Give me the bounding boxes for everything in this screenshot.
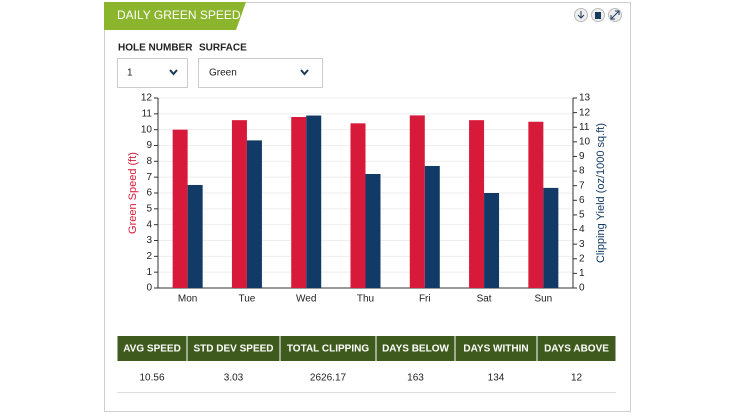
bar [424, 165, 440, 288]
y-tick-label: 8 [146, 156, 152, 167]
dropdown-value: 1 [127, 68, 133, 79]
table-header-cell [187, 336, 280, 361]
table-header-cell [117, 336, 187, 361]
y-tick-label: 0 [146, 283, 152, 294]
table-header: STD DEV SPEED [193, 344, 273, 355]
surface-dropdown[interactable] [198, 58, 323, 88]
bar [172, 129, 188, 288]
table-header-cell [455, 336, 537, 361]
table-cell: 2626.17 [310, 373, 347, 384]
y2-tick-label: 2 [579, 253, 585, 264]
y2-tick-label: 6 [579, 195, 585, 206]
table-header: AVG SPEED [123, 344, 181, 355]
x-tick-label: Thu [357, 294, 374, 305]
bar [246, 140, 262, 288]
bar [306, 115, 322, 289]
y-tick-label: 1 [146, 267, 152, 278]
y2-tick-label: 1 [579, 268, 585, 279]
bar [543, 187, 559, 288]
y2-tick-label: 4 [579, 224, 585, 235]
bar [291, 117, 307, 288]
y-tick-label: 11 [142, 108, 153, 119]
table-cell: 12 [571, 373, 583, 384]
y2-tick-label: 10 [579, 136, 591, 147]
y2-tick-label: 12 [579, 107, 591, 118]
table-header-cell [280, 336, 376, 361]
chevron [169, 69, 178, 76]
bar [409, 115, 425, 289]
bar [350, 123, 366, 288]
bar [231, 120, 247, 289]
y2-tick-label: 9 [579, 151, 585, 162]
toolbar[interactable] [574, 8, 622, 22]
y2-tick-label: 7 [579, 180, 585, 191]
title-tab [104, 2, 246, 30]
delete-glyph [595, 12, 601, 19]
y-tick-label: 6 [146, 188, 152, 199]
y-axis-title: Green Speed (ft) [127, 152, 139, 234]
table-header-cell [376, 336, 455, 361]
filter-label: SURFACE [199, 43, 247, 54]
x-tick-label: Tue [238, 294, 255, 305]
download-glyph [577, 11, 585, 19]
bar [484, 193, 500, 288]
y-tick-label: 2 [146, 251, 152, 262]
title: DAILY GREEN SPEED [117, 8, 241, 22]
y-tick-label: 9 [146, 140, 152, 151]
bar [365, 174, 381, 288]
y2-axis-title: Clipping Yield (oz/1000 sq.ft) [595, 123, 607, 263]
table-cell: 10.56 [139, 373, 164, 384]
chevron [300, 69, 309, 76]
table-cell: 3.03 [224, 373, 244, 384]
table-header-cell [537, 336, 616, 361]
table-header: TOTAL CLIPPING [287, 344, 369, 355]
x-tick-label: Fri [419, 294, 431, 305]
y-tick-label: 4 [146, 219, 152, 230]
bar [528, 121, 544, 288]
y2-tick-label: 0 [579, 283, 585, 294]
y-tick-label: 5 [146, 203, 152, 214]
y-tick-label: 3 [146, 235, 152, 246]
x-tick-label: Mon [178, 294, 197, 305]
y2-tick-label: 3 [579, 239, 585, 250]
x-tick-label: Wed [296, 294, 316, 305]
table-header: DAYS WITHIN [463, 344, 528, 355]
y2-tick-label: 11 [579, 122, 590, 133]
y-tick-label: 12 [141, 93, 153, 104]
y-tick-label: 10 [141, 124, 153, 135]
bar [469, 120, 485, 289]
bar [187, 184, 203, 288]
table-cell: 163 [407, 373, 424, 384]
x-tick-label: Sun [534, 294, 552, 305]
table-header: DAYS ABOVE [544, 344, 609, 355]
table-header: DAYS BELOW [382, 344, 449, 355]
y-tick-label: 7 [146, 172, 152, 183]
expand-glyph [610, 10, 620, 20]
dropdown-value: Green [209, 68, 237, 79]
hole-dropdown[interactable] [117, 58, 188, 88]
table-cell: 134 [488, 373, 505, 384]
filter-label: HOLE NUMBER [118, 43, 193, 54]
x-tick-label: Sat [477, 294, 492, 305]
y2-tick-label: 8 [579, 166, 585, 177]
y2-tick-label: 13 [579, 93, 591, 104]
y2-tick-label: 5 [579, 210, 585, 221]
